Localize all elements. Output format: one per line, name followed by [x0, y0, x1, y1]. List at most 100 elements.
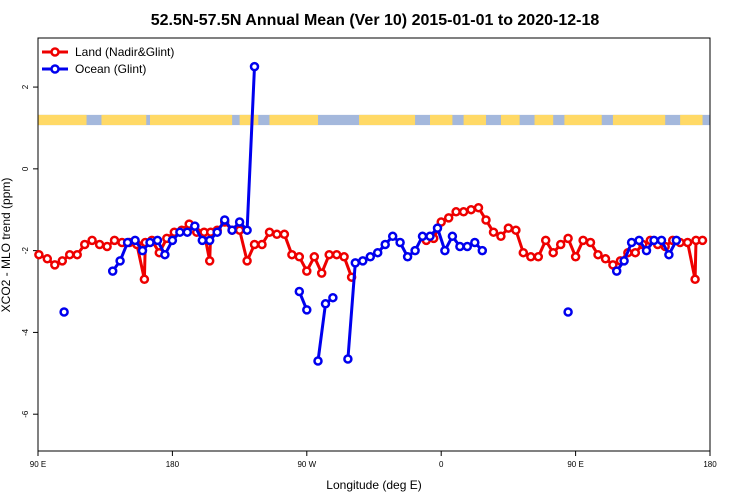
band-land-2 — [150, 114, 233, 126]
series-0 — [34, 202, 708, 285]
y-axis-label: XCO2 - MLO trend (ppm) — [0, 178, 13, 313]
series-0-point-0-34 — [272, 229, 282, 240]
series-0-point-0-5 — [72, 249, 82, 260]
x-axis-label: Longitude (deg E) — [326, 478, 421, 492]
series-0-point-0-29 — [234, 225, 245, 235]
series-0-point-1-10 — [496, 231, 506, 242]
band-land-11 — [612, 114, 666, 126]
x-tick-label-2: 90 W — [297, 460, 316, 469]
series-0-point-0-3 — [57, 256, 68, 266]
series-1-point-3-2 — [328, 292, 338, 303]
series-0-point-1-38 — [697, 235, 708, 246]
x-tick-label-5: 180 — [703, 460, 717, 469]
series-1-point-2-1 — [302, 305, 312, 315]
axis-ticks: 90 E 180 90 W 0 90 E 180 2 0 -2 -4 -6 — [21, 84, 717, 469]
series-0-point-1-12 — [511, 225, 521, 235]
series-0-point-1-20 — [570, 252, 581, 262]
series-1-point-1-13 — [204, 235, 215, 246]
series-1-point-4-6 — [387, 231, 398, 242]
series-0-point-0-9 — [102, 241, 112, 252]
plot-frame — [37, 37, 711, 452]
series-1-point-1-8 — [167, 235, 178, 246]
series-0-point-1-14 — [526, 252, 536, 262]
series-1-point-4-5 — [380, 239, 390, 250]
series-0-point-0-31 — [249, 239, 260, 250]
series-1-point-1-16 — [227, 225, 237, 235]
series-1-point-6-5 — [649, 235, 659, 246]
y-tick-label-4: -6 — [21, 410, 30, 418]
y-tick-label-2: -2 — [21, 247, 30, 255]
series-1-point-4-8 — [402, 252, 413, 262]
series-0-point-1-11 — [503, 223, 514, 233]
band-land-12 — [680, 114, 703, 126]
landmask-band — [38, 114, 710, 126]
series-1-point-4-4 — [372, 247, 383, 258]
x-tick-label-0: 90 E — [30, 460, 46, 469]
series-1-point-4-11 — [425, 231, 435, 242]
series-0-point-0-37 — [294, 252, 305, 262]
series-1-point-1-7 — [160, 249, 170, 260]
series-1-point-2-0 — [294, 286, 305, 297]
series-0-point-1-35 — [682, 237, 693, 248]
legend: Land (Nadir&Glint) Ocean (Glint) — [42, 45, 174, 76]
series-1-point-4-7 — [395, 237, 405, 248]
series-1 — [59, 61, 682, 366]
series-0-point-1-13 — [518, 247, 529, 258]
series-0-point-1-17 — [548, 247, 558, 258]
series-1-point-6-1 — [619, 256, 629, 266]
series-0-point-0-30 — [242, 256, 252, 266]
series-0-point-1-16 — [540, 235, 551, 246]
series-0-point-0-39 — [309, 252, 320, 262]
band-land-1 — [101, 114, 147, 126]
series-0-point-0-40 — [316, 268, 327, 278]
series-1-point-1-18 — [242, 225, 252, 235]
series-0-point-0-42 — [331, 249, 342, 260]
series-1-point-4-1 — [350, 258, 361, 268]
series-1-point-4-9 — [410, 245, 420, 256]
series-1-point-1-17 — [234, 217, 245, 227]
series-1-point-3-0 — [313, 356, 323, 366]
series-0-point-0-10 — [109, 235, 120, 246]
series-1-point-1-0 — [107, 266, 118, 276]
series-1-point-4-16 — [462, 241, 473, 252]
band-land-4 — [269, 114, 318, 126]
series-1-point-1-9 — [175, 227, 185, 237]
series-1-point-4-2 — [358, 256, 368, 266]
series-0-point-1-4 — [451, 207, 461, 217]
x-tick-label-1: 180 — [166, 460, 180, 469]
series-1-point-6-2 — [626, 237, 637, 248]
band-land-8 — [500, 114, 520, 126]
series-1-point-1-15 — [219, 215, 230, 225]
series-1-point-6-0 — [611, 266, 622, 276]
series-0-point-1-6 — [466, 204, 476, 215]
series-0-point-0-38 — [302, 266, 312, 276]
series-0-point-0-6 — [79, 239, 90, 250]
series-1-point-5-0 — [563, 307, 573, 317]
series-1-point-4-10 — [417, 231, 428, 242]
series-0-point-0-35 — [279, 229, 290, 240]
series-0-point-0-24 — [204, 256, 215, 266]
x-tick-label-3: 0 — [439, 460, 444, 469]
series-1-point-6-3 — [634, 235, 644, 246]
legend-ocean-marker — [50, 64, 60, 74]
series-0-point-1-36 — [690, 274, 700, 285]
series-1-point-6-8 — [671, 235, 682, 246]
y-tick-label-3: -4 — [21, 328, 30, 336]
series-1-point-6-7 — [664, 249, 674, 260]
series-0-point-1-9 — [488, 227, 499, 237]
legend-ocean-label: Ocean (Glint) — [75, 62, 146, 76]
band-land-9 — [534, 114, 554, 126]
series-1-point-3-1 — [320, 299, 331, 309]
band-land-10 — [564, 114, 602, 126]
series-1-point-1-6 — [152, 235, 163, 246]
series-0-point-0-14 — [139, 274, 150, 285]
series-0-point-1-8 — [481, 215, 491, 225]
series-0-point-0-36 — [287, 249, 297, 260]
series-0-point-0-32 — [257, 239, 267, 250]
series-0-point-1-18 — [555, 239, 566, 250]
series-1-point-1-11 — [190, 221, 200, 231]
band-land-6 — [430, 114, 453, 126]
legend-land-marker — [50, 47, 60, 57]
series-1-point-4-13 — [440, 245, 450, 256]
